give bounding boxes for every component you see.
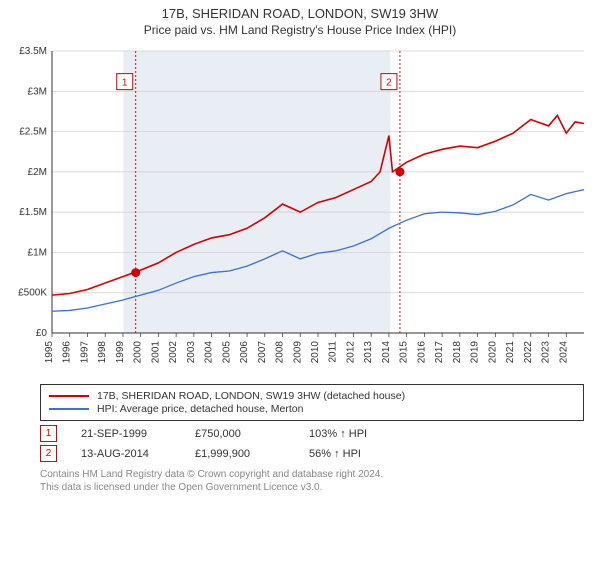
- transaction-price: £1,999,900: [195, 448, 285, 460]
- svg-text:2000: 2000: [133, 341, 144, 364]
- svg-text:1: 1: [122, 78, 128, 89]
- legend-label: HPI: Average price, detached house, Mert…: [97, 403, 303, 415]
- transaction-marker: 1: [40, 425, 57, 442]
- svg-text:£2.5M: £2.5M: [19, 127, 47, 138]
- footer: Contains HM Land Registry data © Crown c…: [40, 468, 584, 494]
- svg-text:2015: 2015: [399, 341, 410, 364]
- svg-text:2007: 2007: [257, 341, 268, 364]
- svg-text:2011: 2011: [328, 341, 339, 363]
- svg-text:£2M: £2M: [28, 167, 47, 178]
- transactions: 1 21-SEP-1999 £750,000 103% ↑ HPI 2 13-A…: [40, 425, 584, 462]
- svg-text:1999: 1999: [115, 341, 126, 364]
- svg-text:2009: 2009: [292, 341, 303, 364]
- svg-text:2018: 2018: [452, 341, 463, 364]
- svg-text:2004: 2004: [204, 341, 215, 364]
- svg-text:2002: 2002: [168, 341, 179, 364]
- svg-text:2012: 2012: [345, 341, 356, 364]
- svg-text:2024: 2024: [558, 341, 569, 364]
- chart-subtitle: Price paid vs. HM Land Registry's House …: [0, 23, 600, 37]
- legend: 17B, SHERIDAN ROAD, LONDON, SW19 3HW (de…: [40, 384, 584, 421]
- svg-text:2006: 2006: [239, 341, 250, 364]
- svg-text:2016: 2016: [416, 341, 427, 364]
- transaction-row: 2 13-AUG-2014 £1,999,900 56% ↑ HPI: [40, 445, 584, 462]
- svg-text:2005: 2005: [221, 341, 232, 364]
- chart-title: 17B, SHERIDAN ROAD, LONDON, SW19 3HW: [0, 6, 600, 21]
- transaction-date: 21-SEP-1999: [81, 428, 171, 440]
- chart-area: £0 £500K £1M £1.5M £2M £2.5M £3M £3.5M 1995 1996 1…: [8, 45, 592, 378]
- transaction-marker: 2: [40, 445, 57, 462]
- legend-swatch: [49, 395, 89, 397]
- svg-text:2001: 2001: [150, 341, 161, 364]
- transaction-price: £750,000: [195, 428, 285, 440]
- svg-text:2023: 2023: [541, 341, 552, 364]
- svg-text:£0: £0: [36, 328, 48, 339]
- svg-text:2013: 2013: [363, 341, 374, 364]
- chart-svg: £0 £500K £1M £1.5M £2M £2.5M £3M £3.5M 1995 1996 1…: [8, 45, 592, 375]
- legend-swatch: [49, 408, 89, 410]
- footer-line: Contains HM Land Registry data © Crown c…: [40, 468, 584, 481]
- svg-text:1998: 1998: [97, 341, 108, 364]
- svg-text:£1.5M: £1.5M: [19, 207, 47, 218]
- transaction-delta: 103% ↑ HPI: [309, 428, 367, 440]
- svg-text:2010: 2010: [310, 341, 321, 364]
- svg-text:£3M: £3M: [28, 86, 47, 97]
- legend-item: HPI: Average price, detached house, Mert…: [49, 403, 575, 415]
- legend-item: 17B, SHERIDAN ROAD, LONDON, SW19 3HW (de…: [49, 390, 575, 402]
- svg-text:2017: 2017: [434, 341, 445, 364]
- svg-text:2020: 2020: [487, 341, 498, 364]
- svg-text:2: 2: [386, 78, 392, 89]
- svg-text:£500K: £500K: [18, 288, 47, 299]
- svg-text:2014: 2014: [381, 341, 392, 364]
- svg-text:1995: 1995: [44, 341, 55, 364]
- svg-text:2003: 2003: [186, 341, 197, 364]
- svg-text:2008: 2008: [275, 341, 286, 364]
- svg-text:1996: 1996: [62, 341, 73, 364]
- svg-text:£1M: £1M: [28, 247, 47, 258]
- svg-text:2022: 2022: [523, 341, 534, 364]
- legend-label: 17B, SHERIDAN ROAD, LONDON, SW19 3HW (de…: [97, 390, 405, 402]
- transaction-delta: 56% ↑ HPI: [309, 448, 361, 460]
- footer-line: This data is licensed under the Open Gov…: [40, 481, 584, 494]
- svg-text:2021: 2021: [505, 341, 516, 364]
- transaction-row: 1 21-SEP-1999 £750,000 103% ↑ HPI: [40, 425, 584, 442]
- transaction-date: 13-AUG-2014: [81, 448, 171, 460]
- svg-text:1997: 1997: [79, 341, 90, 364]
- svg-text:£3.5M: £3.5M: [19, 46, 47, 57]
- svg-text:2019: 2019: [470, 341, 481, 364]
